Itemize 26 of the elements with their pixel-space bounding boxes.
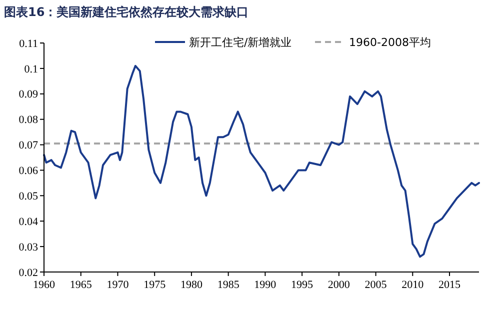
legend-label: 1960-2008平均 <box>349 36 431 49</box>
x-tick-label: 1970 <box>106 279 130 291</box>
y-tick-label: 0.07 <box>18 140 38 152</box>
y-tick-label: 0.04 <box>18 216 38 228</box>
x-tick-label: 2005 <box>364 279 388 291</box>
y-tick-label: 0.05 <box>18 190 38 203</box>
x-tick-label: 1980 <box>180 279 203 291</box>
x-tick-label: 1960 <box>33 279 56 291</box>
y-tick-label: 0.11 <box>19 38 38 50</box>
y-tick-label: 0.09 <box>18 88 38 101</box>
x-tick-label: 1975 <box>144 279 166 291</box>
x-tick-label: 2015 <box>438 279 462 291</box>
chart-title: 图表16：美国新建住宅依然存在较大需求缺口 <box>4 5 249 19</box>
x-tick-label: 1965 <box>70 279 92 291</box>
x-tick-label: 2000 <box>328 279 350 291</box>
x-tick-label: 1995 <box>291 279 314 291</box>
y-tick-label: 0.1 <box>24 63 38 76</box>
x-tick-label: 1985 <box>217 279 240 291</box>
line-series <box>43 64 480 258</box>
y-tick-label: 0.06 <box>18 165 38 178</box>
legend-label: 新开工住宅/新增就业 <box>189 36 292 49</box>
y-tick-label: 0.08 <box>18 114 38 126</box>
y-tick-label: 0.03 <box>18 241 38 254</box>
y-tick-label: 0.02 <box>18 266 38 279</box>
x-tick-label: 1990 <box>254 279 277 291</box>
x-tick-label: 2010 <box>402 279 424 291</box>
